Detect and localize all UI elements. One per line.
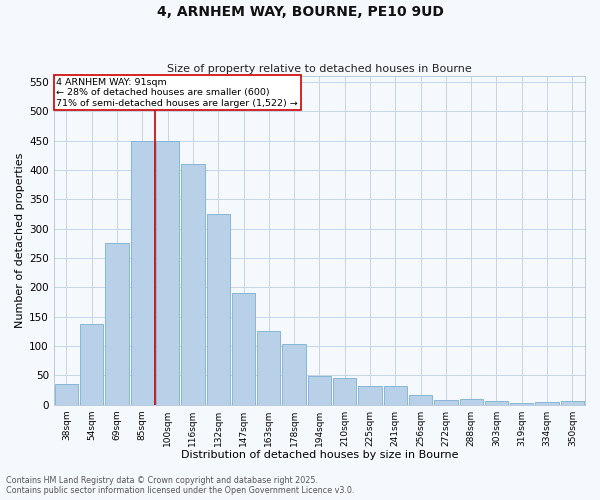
Bar xyxy=(181,164,205,404)
Bar xyxy=(561,401,584,404)
Bar xyxy=(283,344,306,404)
Bar xyxy=(383,386,407,404)
Bar xyxy=(156,140,179,404)
Bar xyxy=(55,384,78,404)
X-axis label: Distribution of detached houses by size in Bourne: Distribution of detached houses by size … xyxy=(181,450,458,460)
Bar xyxy=(206,214,230,404)
Bar xyxy=(308,376,331,404)
Text: Contains HM Land Registry data © Crown copyright and database right 2025.
Contai: Contains HM Land Registry data © Crown c… xyxy=(6,476,355,495)
Bar xyxy=(535,402,559,404)
Bar xyxy=(510,403,533,404)
Bar xyxy=(485,401,508,404)
Bar xyxy=(131,140,154,404)
Text: 4, ARNHEM WAY, BOURNE, PE10 9UD: 4, ARNHEM WAY, BOURNE, PE10 9UD xyxy=(157,5,443,19)
Bar xyxy=(80,324,103,404)
Bar xyxy=(434,400,458,404)
Bar xyxy=(257,332,280,404)
Bar xyxy=(358,386,382,404)
Bar xyxy=(460,398,483,404)
Y-axis label: Number of detached properties: Number of detached properties xyxy=(15,152,25,328)
Text: 4 ARNHEM WAY: 91sqm
← 28% of detached houses are smaller (600)
71% of semi-detac: 4 ARNHEM WAY: 91sqm ← 28% of detached ho… xyxy=(56,78,298,108)
Title: Size of property relative to detached houses in Bourne: Size of property relative to detached ho… xyxy=(167,64,472,74)
Bar xyxy=(333,378,356,404)
Bar xyxy=(106,244,128,404)
Bar xyxy=(409,394,432,404)
Bar xyxy=(232,293,255,405)
